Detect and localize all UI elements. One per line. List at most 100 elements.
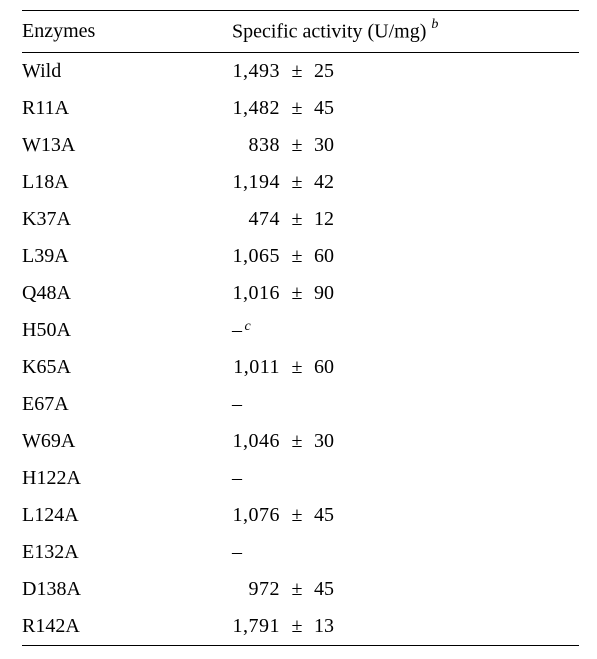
plus-minus-icon: ± [280, 97, 314, 120]
plus-minus-icon: ± [280, 134, 314, 157]
table-row: E67A – [22, 386, 579, 423]
cell-activity: 1,076±45 [232, 497, 579, 534]
plus-minus-icon: ± [280, 430, 314, 453]
activity-value: 838 [232, 134, 280, 157]
enzyme-name: H122A [22, 467, 81, 489]
activity-value-wrap: 1,076±45 [232, 504, 334, 526]
table-row: H122A – [22, 460, 579, 497]
enzyme-name: K37A [22, 208, 71, 230]
cell-activity: 1,065±60 [232, 238, 579, 275]
cell-enzyme: R142A [22, 608, 232, 646]
table-row: K65A 1,011±60 [22, 349, 579, 386]
table-row: D138A 972±45 [22, 571, 579, 608]
enzyme-name: E67A [22, 393, 69, 415]
activity-value-wrap: 474±12 [232, 208, 334, 230]
cell-enzyme: E132A [22, 534, 232, 571]
activity-value-wrap: 1,482±45 [232, 97, 334, 119]
activity-dash: – [232, 467, 243, 490]
enzyme-name: L39A [22, 245, 69, 267]
activity-dash: – [232, 541, 243, 564]
cell-enzyme: L124A [22, 497, 232, 534]
table-row: L39A 1,065±60 [22, 238, 579, 275]
cell-activity: – [232, 460, 579, 497]
cell-enzyme: W69A [22, 423, 232, 460]
cell-activity: 972±45 [232, 571, 579, 608]
cell-activity: 474±12 [232, 201, 579, 238]
activity-value: 972 [232, 578, 280, 601]
cell-enzyme: D138A [22, 571, 232, 608]
activity-value: 1,493 [232, 60, 280, 83]
cell-enzyme: L18A [22, 164, 232, 201]
table-row: R11A 1,482±45 [22, 90, 579, 127]
header-enzymes: Enzymes [22, 11, 232, 53]
activity-value-wrap: 1,493±25 [232, 60, 334, 82]
enzyme-activity-table: Enzymes Specific activity (U/mg) b Wild1… [22, 10, 579, 646]
plus-minus-icon: ± [280, 282, 314, 305]
cell-enzyme: K65A [22, 349, 232, 386]
cell-activity: – [232, 386, 579, 423]
enzyme-name: K65A [22, 356, 71, 378]
table-header-row: Enzymes Specific activity (U/mg) b [22, 11, 579, 53]
activity-error: 30 [314, 134, 334, 157]
activity-value-wrap: 1,011±60 [232, 356, 334, 378]
enzyme-name: R11A [22, 97, 69, 119]
activity-error: 30 [314, 430, 334, 453]
plus-minus-icon: ± [280, 578, 314, 601]
activity-value: 1,791 [232, 615, 280, 638]
activity-error: 90 [314, 282, 334, 305]
activity-error: 12 [314, 208, 334, 231]
plus-minus-icon: ± [280, 60, 314, 83]
cell-enzyme: K37A [22, 201, 232, 238]
plus-minus-icon: ± [280, 245, 314, 268]
activity-error: 42 [314, 171, 334, 194]
table-row: W13A 838±30 [22, 127, 579, 164]
activity-value: 474 [232, 208, 280, 231]
cell-activity: –c [232, 312, 579, 349]
cell-activity: 1,016±90 [232, 275, 579, 312]
enzyme-name: W69A [22, 430, 75, 452]
activity-error: 25 [314, 60, 334, 83]
activity-value: 1,046 [232, 430, 280, 453]
cell-enzyme: R11A [22, 90, 232, 127]
cell-activity: 838±30 [232, 127, 579, 164]
enzyme-name: H50A [22, 319, 71, 341]
plus-minus-icon: ± [280, 615, 314, 638]
activity-value: 1,065 [232, 245, 280, 268]
cell-enzyme: Q48A [22, 275, 232, 312]
activity-error: 45 [314, 504, 334, 527]
activity-error: 45 [314, 578, 334, 601]
activity-value: 1,016 [232, 282, 280, 305]
table-row: H50A –c [22, 312, 579, 349]
header-enzymes-label: Enzymes [22, 20, 95, 42]
activity-dash: – [232, 393, 243, 416]
activity-value: 1,011 [232, 356, 280, 379]
activity-error: 60 [314, 245, 334, 268]
enzyme-name: D138A [22, 578, 81, 600]
table-row: R142A 1,791±13 [22, 608, 579, 646]
enzyme-name: W13A [22, 134, 75, 156]
activity-dash-footnote: c [245, 319, 251, 334]
activity-dash: – [232, 319, 243, 342]
activity-value-wrap: 838±30 [232, 134, 334, 156]
cell-activity: 1,194±42 [232, 164, 579, 201]
table-row: L124A 1,076±45 [22, 497, 579, 534]
table-row: Wild1,493±25 [22, 52, 579, 90]
activity-error: 60 [314, 356, 334, 379]
activity-value: 1,194 [232, 171, 280, 194]
table-row: L18A1,194±42 [22, 164, 579, 201]
activity-value-wrap: 972±45 [232, 578, 334, 600]
activity-value-wrap: 1,791±13 [232, 615, 334, 637]
plus-minus-icon: ± [280, 171, 314, 194]
cell-activity: – [232, 534, 579, 571]
cell-enzyme: H50A [22, 312, 232, 349]
plus-minus-icon: ± [280, 504, 314, 527]
activity-value: 1,482 [232, 97, 280, 120]
activity-value-wrap: – [232, 467, 243, 489]
activity-value-wrap: – [232, 541, 243, 563]
plus-minus-icon: ± [280, 208, 314, 231]
enzyme-name: R142A [22, 615, 80, 637]
table-row: K37A 474±12 [22, 201, 579, 238]
header-activity-label: Specific activity (U/mg) [232, 21, 426, 43]
enzyme-name: L124A [22, 504, 79, 526]
enzyme-name: Q48A [22, 282, 71, 304]
